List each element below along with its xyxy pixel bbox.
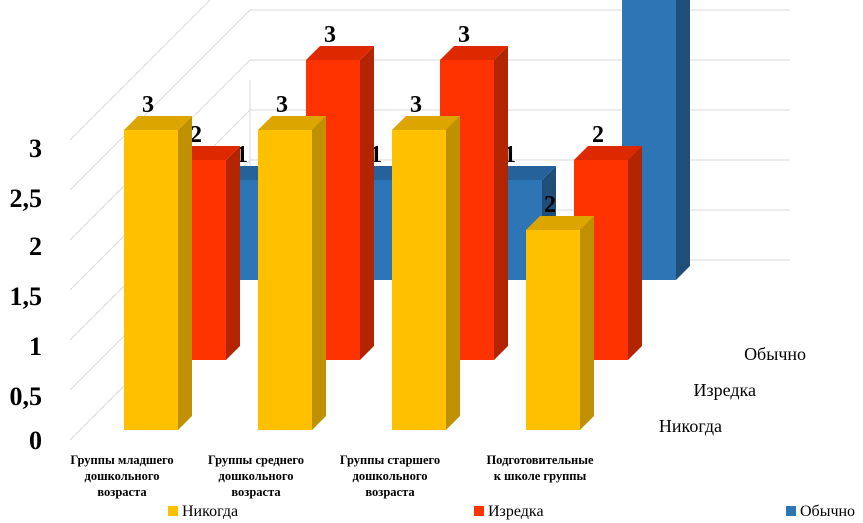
bar-side: [628, 146, 642, 360]
bar: 3: [392, 92, 460, 430]
series-axis-label: Изредка: [694, 380, 756, 400]
category-label: Группы младшего: [70, 453, 173, 467]
bar-top: [392, 116, 460, 130]
category-label: возраста: [365, 485, 415, 499]
bar-top: [440, 46, 508, 60]
bar-front: [392, 130, 446, 430]
bar-top: [526, 216, 594, 230]
category-label: Группы старшего: [340, 453, 440, 467]
bar-side: [494, 46, 508, 360]
data-label: 3: [458, 22, 470, 48]
bar: 2: [526, 192, 594, 430]
bar: 3: [440, 22, 508, 360]
y-tick-label: 0: [29, 426, 42, 455]
category-label: возраста: [231, 485, 281, 499]
gridline-diagonal: [69, 0, 211, 141]
y-tick-label: 3: [29, 134, 42, 163]
y-tick-label: 0,5: [10, 382, 43, 411]
depth-axis: Никогда Изредка Обычно: [659, 344, 806, 436]
legend-swatch: [168, 506, 178, 516]
data-label: 2: [544, 192, 556, 218]
bar-side: [580, 216, 594, 430]
y-axis: 0 0,5 1 1,5 2 2,5 3: [10, 134, 43, 455]
legend-item: Изредка: [474, 503, 544, 520]
legend-label: Никогда: [182, 503, 238, 520]
category-label: Группы среднего: [208, 453, 304, 467]
data-label: 2: [190, 122, 202, 148]
series-axis-label: Обычно: [744, 344, 806, 364]
data-label: 2: [592, 122, 604, 148]
data-label: 3: [276, 92, 288, 118]
data-label: 3: [324, 22, 336, 48]
legend-item: Никогда: [168, 503, 238, 520]
y-tick-label: 2: [29, 232, 42, 261]
bar: 3: [258, 92, 326, 430]
bars: 111323323332: [124, 0, 690, 430]
series-axis-label: Никогда: [659, 416, 722, 436]
bar-top: [574, 146, 642, 160]
legend: Никогда Изредка Обычно: [168, 503, 855, 520]
bar-side: [312, 116, 326, 430]
data-label: 3: [410, 92, 422, 118]
bar-front: [124, 130, 178, 430]
bar-side: [360, 46, 374, 360]
bar-side: [226, 146, 240, 360]
category-label: Подготовительные: [486, 453, 594, 467]
y-tick-label: 1: [29, 332, 42, 361]
data-label: 3: [142, 92, 154, 118]
y-tick-label: 2,5: [10, 184, 43, 213]
category-label: возраста: [97, 485, 147, 499]
y-tick-label: 1,5: [10, 282, 43, 311]
bar-top: [124, 116, 192, 130]
bar-side: [676, 0, 690, 280]
legend-swatch: [474, 506, 484, 516]
bar-top: [306, 46, 374, 60]
legend-label: Изредка: [488, 503, 544, 520]
legend-swatch: [786, 506, 796, 516]
bar-front: [526, 230, 580, 430]
category-label: дошкольного: [85, 469, 160, 483]
category-label: к школе группы: [494, 469, 587, 483]
bar-side: [446, 116, 460, 430]
bar-side: [178, 116, 192, 430]
gridline-diagonal: [69, 9, 251, 191]
bar: 3: [124, 92, 192, 430]
bar-front: [258, 130, 312, 430]
category-axis: Группы младшего дошкольного возраста Группы…: [70, 453, 594, 499]
legend-item: Обычно: [786, 503, 855, 520]
category-label: дошкольного: [353, 469, 428, 483]
bar-top: [258, 116, 326, 130]
legend-label: Обычно: [800, 503, 855, 520]
category-label: дошкольного: [219, 469, 294, 483]
